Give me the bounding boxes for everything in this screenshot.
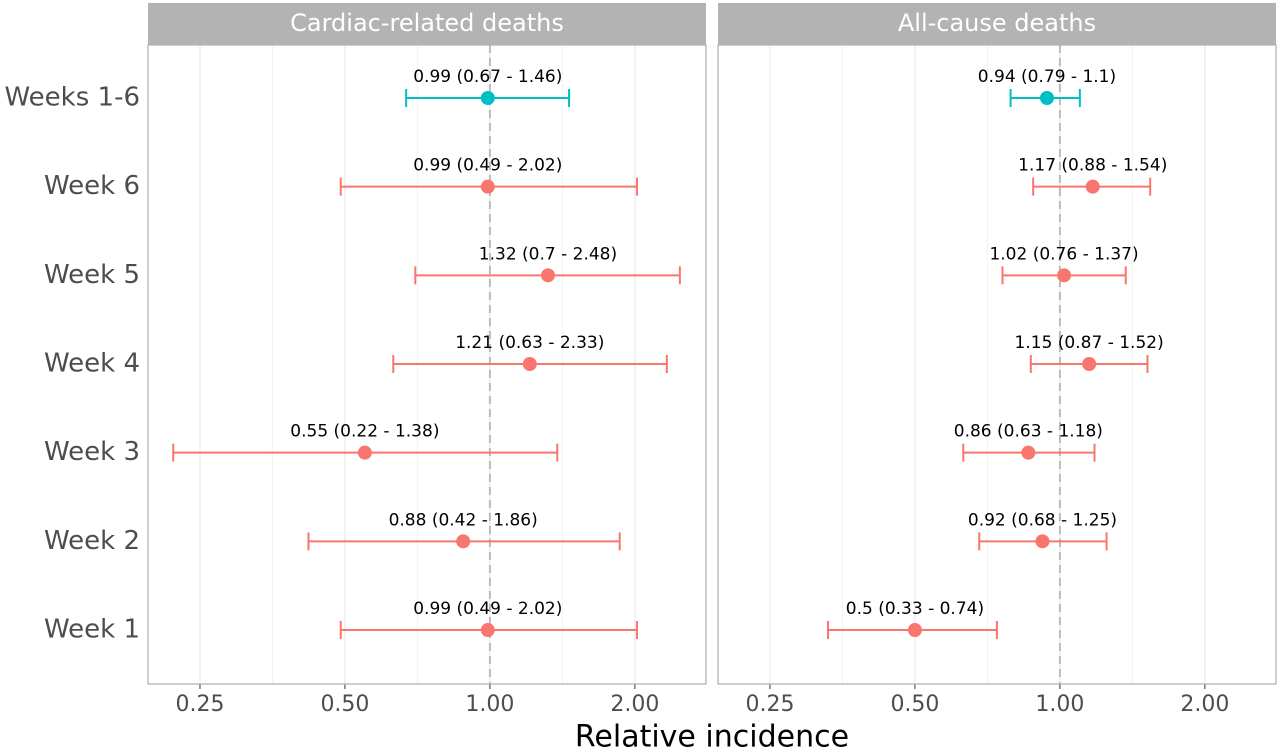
value-label: 1.32 (0.7 - 2.48) [479,244,617,264]
point [540,268,555,283]
value-label: 0.5 (0.33 - 0.74) [846,599,984,619]
y-tick-label: Week 5 [44,260,140,290]
value-label: 0.99 (0.67 - 1.46) [413,67,562,87]
point [1085,179,1100,194]
value-label: 0.99 (0.49 - 2.02) [413,156,562,176]
x-tick-label: 0.50 [320,692,369,717]
panel-title: Cardiac-related deaths [290,9,564,37]
point [907,623,922,638]
value-label: 0.92 (0.68 - 1.25) [968,510,1117,530]
point [480,91,495,105]
panel-border [717,44,1277,685]
point [522,357,537,372]
panel-title: All-cause deaths [898,9,1096,37]
point [456,534,471,549]
value-label: 0.88 (0.42 - 1.86) [389,510,538,530]
y-tick-label: Week 1 [44,615,140,645]
point [480,179,495,194]
value-label: 1.15 (0.87 - 1.52) [1015,333,1164,353]
panel-strip [148,3,706,45]
value-label: 0.94 (0.79 - 1.1) [978,67,1116,87]
value-label: 1.17 (0.88 - 1.54) [1018,156,1167,176]
value-label: 0.99 (0.49 - 2.02) [413,599,562,619]
point [1035,534,1050,549]
x-axis-label: Relative incidence [575,720,849,754]
y-tick-label: Week 2 [44,526,140,556]
point [480,623,495,638]
panel-strip [718,3,1276,45]
point [1021,445,1036,460]
point [357,445,372,460]
panel-border [147,44,707,685]
y-tick-label: Week 6 [44,171,140,201]
point [1082,357,1097,372]
point [1039,91,1054,105]
y-tick-label: Weeks 1-6 [4,83,140,113]
value-label: 0.55 (0.22 - 1.38) [290,422,439,442]
x-tick-label: 1.00 [465,692,514,717]
y-tick-label: Week 4 [44,349,140,379]
value-label: 1.21 (0.63 - 2.33) [455,333,604,353]
x-tick-label: 2.00 [1180,692,1229,717]
x-tick-label: 1.00 [1035,692,1084,717]
x-tick-label: 0.50 [890,692,939,717]
value-label: 0.86 (0.63 - 1.18) [954,422,1103,442]
x-tick-label: 2.00 [610,692,659,717]
value-label: 1.02 (0.76 - 1.37) [989,244,1138,264]
point [1057,268,1072,283]
y-tick-label: Week 3 [44,437,140,467]
x-tick-label: 0.25 [175,692,224,717]
x-tick-label: 0.25 [745,692,794,717]
